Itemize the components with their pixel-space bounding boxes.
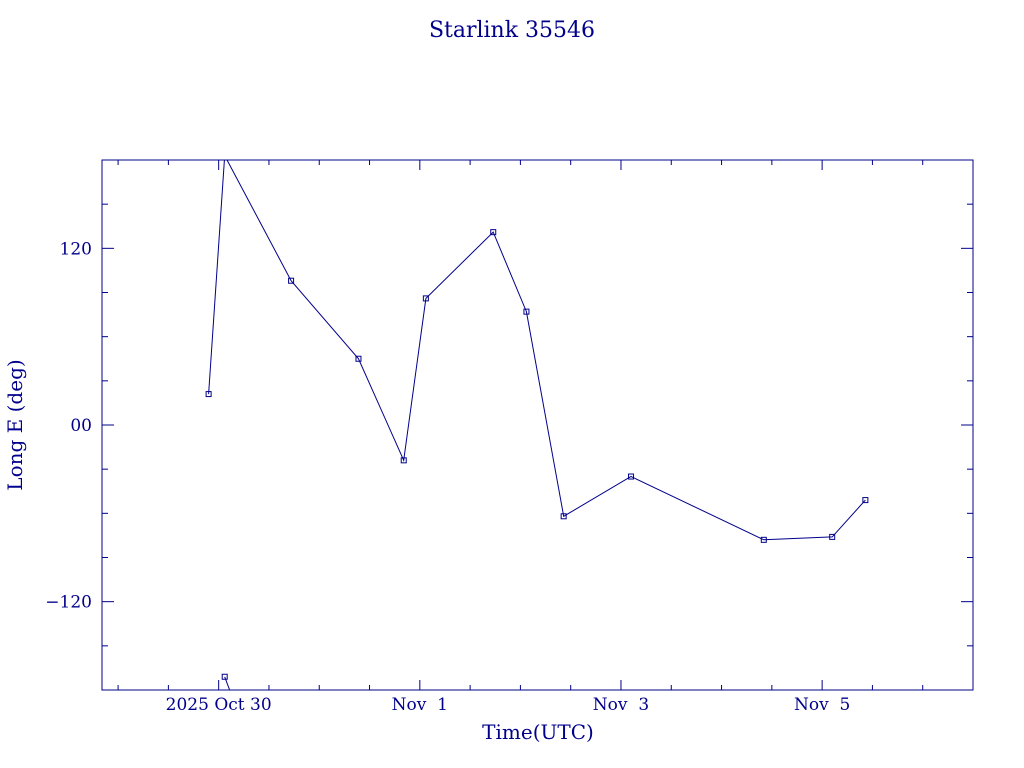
- data-point: [221, 673, 228, 680]
- series-markers: [205, 229, 869, 680]
- data-point: [288, 277, 295, 284]
- y-axis-label: Long E (deg): [3, 359, 27, 490]
- data-point: [760, 536, 767, 543]
- data-point: [490, 229, 497, 236]
- data-point: [400, 457, 407, 464]
- data-point: [560, 513, 567, 520]
- chart-title: Starlink 35546: [429, 18, 595, 43]
- data-point: [829, 533, 836, 540]
- axis-ticks: [102, 160, 974, 690]
- y-tick-label: 120: [60, 239, 92, 259]
- x-tick-label: 2025 Oct 30: [166, 695, 272, 715]
- data-point: [422, 295, 429, 302]
- data-point: [205, 391, 212, 398]
- x-tick-labels: 2025 Oct 30 Nov 1 Nov 3 Nov 5: [166, 695, 851, 715]
- data-point: [523, 308, 530, 315]
- y-tick-labels: 120 00 −120: [45, 239, 92, 612]
- series-line: [208, 160, 225, 395]
- plot-area: [205, 160, 869, 690]
- series-lines: [208, 160, 866, 690]
- data-point: [355, 355, 362, 362]
- series-line: [226, 160, 866, 541]
- x-axis-label: Time(UTC): [482, 720, 594, 744]
- x-tick-label: Nov 3: [593, 695, 649, 715]
- plot-frame: [101, 159, 974, 691]
- y-tick-label: −120: [45, 593, 92, 613]
- x-tick-label: Nov 1: [392, 695, 448, 715]
- data-point: [862, 497, 869, 504]
- x-tick-label: Nov 5: [794, 695, 850, 715]
- data-point: [628, 473, 635, 480]
- y-tick-label: 00: [70, 416, 92, 436]
